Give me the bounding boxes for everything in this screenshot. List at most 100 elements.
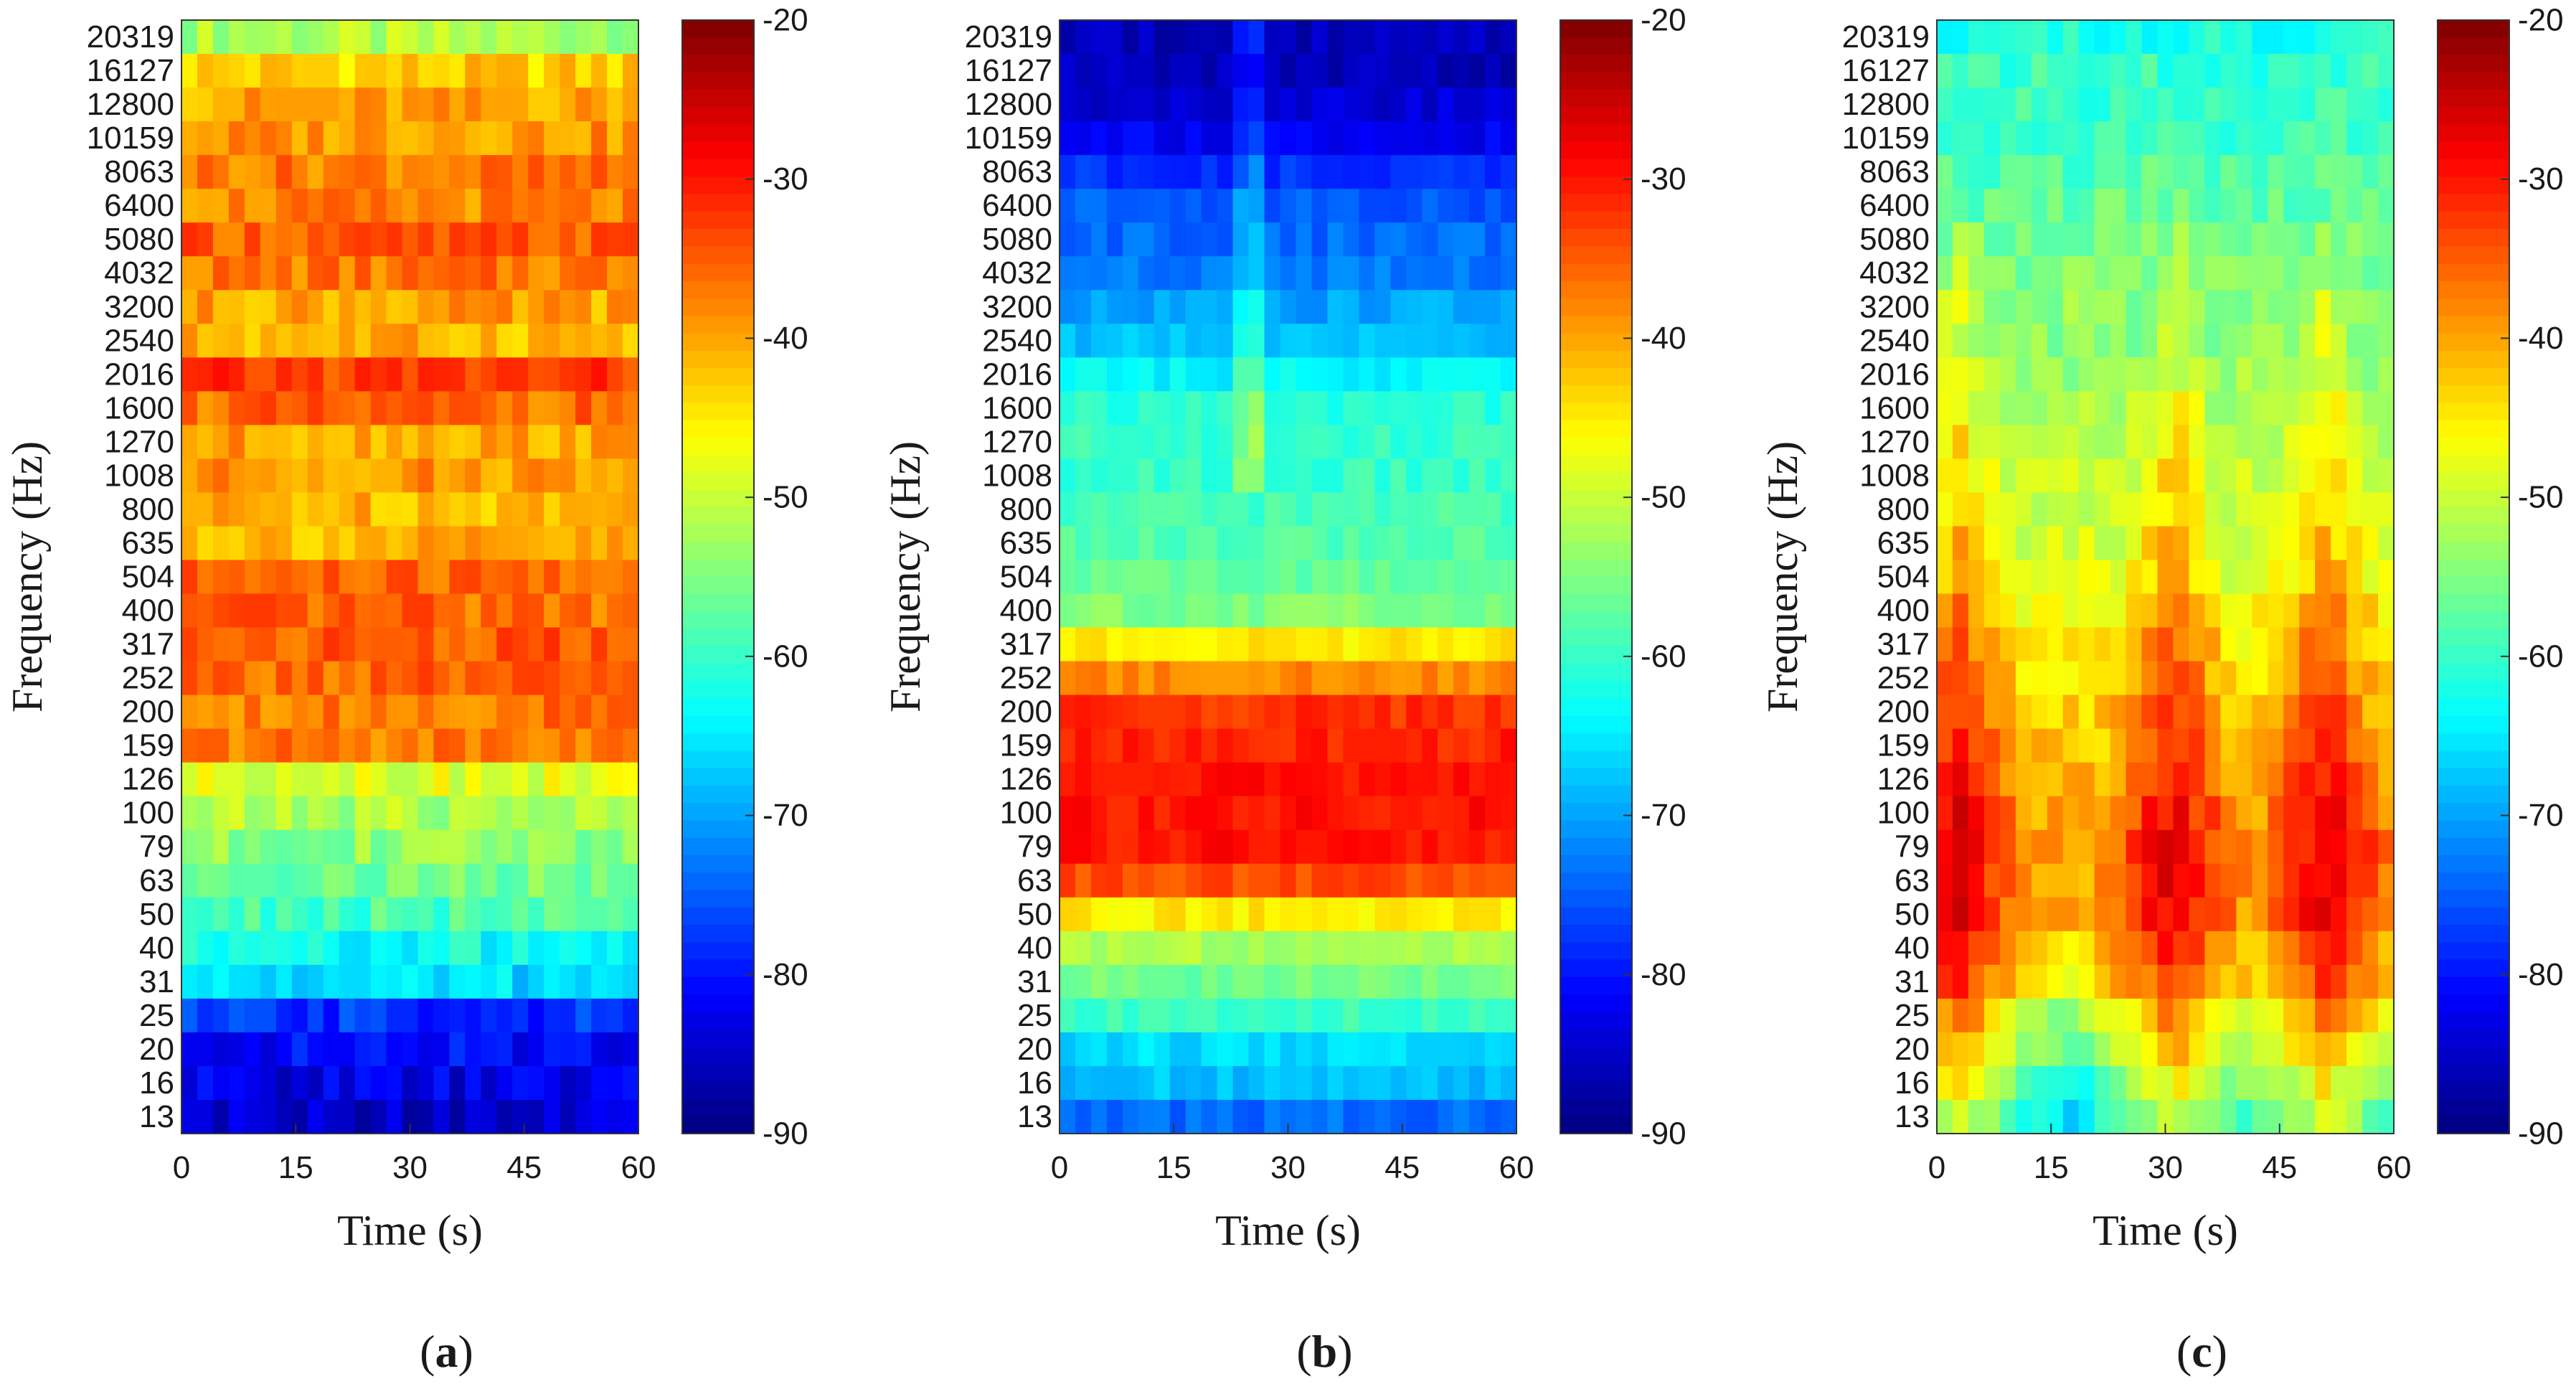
colorbar-segment (2438, 1116, 2509, 1134)
heatmap-cell (212, 897, 230, 932)
heatmap-cell (1952, 964, 1969, 999)
heatmap-cell (1485, 155, 1501, 189)
heatmap-cell (1983, 964, 2001, 999)
heatmap-cell (1438, 88, 1454, 122)
y-tick-label: 6400 (104, 188, 174, 223)
heatmap-cell (1311, 189, 1329, 223)
heatmap-cell (2252, 1032, 2268, 1067)
heatmap-cell (1201, 694, 1218, 730)
heatmap-cell (1248, 796, 1265, 831)
heatmap-cell (2236, 560, 2252, 595)
heatmap-cell (323, 357, 340, 392)
heatmap-cell (2126, 121, 2143, 156)
heatmap-cell (1138, 627, 1155, 662)
heatmap-cell (291, 290, 308, 324)
y-axis-label: Frequency (Hz) (882, 441, 929, 712)
heatmap-cell (291, 1065, 308, 1101)
heatmap-cell (528, 762, 544, 797)
heatmap-cell (1968, 357, 1985, 392)
heatmap-cell (2173, 964, 2190, 999)
heatmap-cell (2236, 897, 2252, 932)
heatmap-cell (591, 88, 608, 122)
heatmap-cell (275, 998, 293, 1033)
colorbar-tick-label: -80 (2518, 957, 2564, 992)
heatmap-cell (1422, 256, 1438, 291)
heatmap-cell (275, 931, 293, 966)
heatmap-cell (1983, 357, 2001, 392)
heatmap-cell (1169, 290, 1186, 324)
y-tick-label: 200 (122, 694, 174, 730)
heatmap-cell (1106, 560, 1123, 595)
heatmap-cell (2362, 290, 2379, 324)
heatmap-cell (275, 425, 293, 459)
colorbar-segment (682, 37, 754, 56)
colorbar-segment (2438, 768, 2509, 786)
heatmap-cell (1075, 694, 1092, 730)
heatmap-cell (2047, 458, 2064, 494)
heatmap-cell (1343, 593, 1359, 628)
heatmap-cell (260, 1099, 277, 1134)
heatmap-cell (2031, 54, 2048, 88)
heatmap-cell (244, 222, 261, 257)
heatmap-cell (181, 829, 198, 865)
heatmap-cell (1153, 762, 1171, 797)
heatmap-cell (244, 189, 261, 223)
heatmap-cell (2252, 357, 2268, 392)
heatmap-cell (2062, 998, 2080, 1033)
heatmap-cell (575, 290, 592, 324)
heatmap-cell (1999, 492, 2016, 527)
heatmap-cell (1359, 762, 1375, 797)
heatmap-cell (2062, 1032, 2080, 1067)
heatmap-cell (260, 560, 277, 595)
heatmap-cell (496, 931, 513, 966)
heatmap-cell (560, 425, 576, 459)
heatmap-cell (1311, 121, 1329, 156)
heatmap-cell (1090, 998, 1108, 1033)
heatmap-cell (339, 593, 356, 628)
heatmap-cell (2283, 694, 2300, 730)
heatmap-cell (307, 931, 324, 966)
heatmap-cell (2110, 627, 2127, 662)
heatmap-cell (1485, 290, 1501, 324)
heatmap-cell (2141, 1065, 2159, 1101)
heatmap-cell (2299, 492, 2316, 527)
heatmap-cell (2094, 1099, 2111, 1134)
heatmap-cell (2378, 998, 2395, 1033)
heatmap-cell (1106, 324, 1123, 358)
heatmap-cell (1169, 121, 1186, 156)
heatmap-cell (1406, 829, 1423, 865)
heatmap-cell (2031, 458, 2048, 494)
colorbar-segment (682, 55, 754, 73)
heatmap-cell (1390, 694, 1407, 730)
y-tick-label: 40 (1895, 931, 1930, 966)
heatmap-cell (2189, 88, 2206, 122)
heatmap-cell (2252, 324, 2268, 358)
heatmap-cell (1201, 593, 1218, 628)
heatmap-cell (623, 1032, 639, 1067)
x-tick-label: 30 (1270, 1150, 1306, 1185)
heatmap-cell (2062, 357, 2080, 392)
heatmap-cell (2346, 560, 2363, 595)
heatmap-cell (1453, 256, 1470, 291)
heatmap-cell (212, 54, 230, 88)
heatmap-cell (544, 425, 560, 459)
heatmap-cell (2126, 728, 2143, 763)
heatmap-cell (1122, 391, 1139, 425)
heatmap-cell (544, 458, 560, 494)
heatmap-cell (417, 560, 435, 595)
heatmap-cell (433, 189, 450, 223)
heatmap-cell (481, 290, 497, 324)
heatmap-cell (528, 290, 544, 324)
heatmap-cell (354, 998, 372, 1033)
heatmap-cell (260, 121, 277, 156)
heatmap-cell (2078, 728, 2095, 763)
heatmap-cell (1359, 357, 1375, 392)
heatmap-cell (1185, 324, 1202, 358)
heatmap-cell (417, 492, 435, 527)
colorbar-segment (682, 611, 754, 630)
heatmap-cell (1060, 762, 1076, 797)
colorbar-segment (682, 1029, 754, 1047)
heatmap-cell (607, 324, 623, 358)
heatmap-cell (2110, 897, 2127, 932)
heatmap-cell (386, 189, 403, 223)
